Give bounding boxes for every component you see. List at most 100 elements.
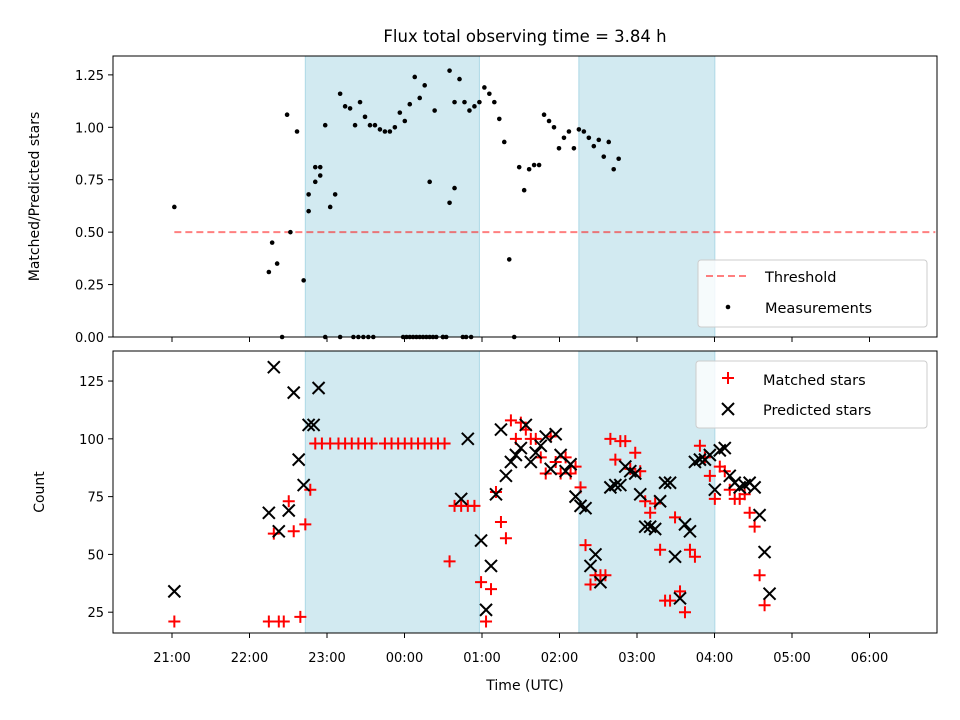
measurement-point bbox=[362, 114, 368, 120]
predicted-star-marker bbox=[558, 464, 573, 478]
matched-star-marker bbox=[688, 550, 701, 563]
measurement-points bbox=[172, 68, 621, 340]
x-tick-label: 03:00 bbox=[618, 651, 655, 666]
measurement-point bbox=[332, 192, 338, 197]
predicted-star-marker bbox=[454, 492, 468, 506]
top-panel: 0.00 0.25 0.50 0.75 1.00 1.25 Matched/Predict… bbox=[27, 55, 938, 346]
measurement-point bbox=[367, 122, 373, 128]
predicted-star-marker bbox=[673, 591, 687, 606]
top-y-ticks: 0.00 0.25 0.50 0.75 1.00 1.25 bbox=[75, 69, 113, 346]
predicted-star-marker bbox=[578, 501, 593, 515]
measurement-point bbox=[452, 185, 457, 191]
y-tick-label: 0.75 bbox=[75, 174, 104, 189]
measurement-point bbox=[274, 261, 280, 266]
measurement-point bbox=[616, 156, 621, 162]
predicted-star-marker bbox=[703, 448, 717, 462]
measurement-point bbox=[392, 124, 398, 130]
x-tick-label: 22:00 bbox=[231, 651, 268, 666]
measurement-point bbox=[312, 164, 318, 170]
measurement-point bbox=[492, 99, 497, 105]
measurement-point bbox=[284, 112, 290, 118]
y-tick-label: 100 bbox=[79, 433, 104, 448]
measurement-point bbox=[432, 108, 437, 113]
matched-star-marker bbox=[504, 414, 517, 427]
measurement-point bbox=[477, 99, 482, 105]
measurement-point bbox=[606, 139, 612, 145]
matched-star-marker bbox=[708, 492, 721, 505]
measurement-point bbox=[561, 135, 567, 141]
y-tick-label: 1.25 bbox=[75, 69, 104, 84]
matched-star-markers bbox=[168, 414, 771, 628]
matched-star-marker bbox=[480, 615, 493, 628]
measurement-point bbox=[294, 129, 300, 134]
measurement-point bbox=[467, 108, 472, 113]
predicted-star-marker bbox=[608, 478, 623, 492]
y-tick-label: 50 bbox=[87, 548, 104, 563]
matched-star-marker bbox=[609, 453, 622, 466]
measurement-point bbox=[571, 145, 577, 151]
measurement-point bbox=[566, 129, 572, 134]
bottom-y-ticks: 25 50 75 100 125 bbox=[79, 375, 113, 621]
matched-star-marker bbox=[669, 511, 682, 524]
matched-star-marker bbox=[644, 506, 657, 519]
measurement-point bbox=[596, 137, 602, 143]
measurement-point bbox=[551, 124, 557, 130]
highlight-region bbox=[304, 55, 480, 338]
measurement-point bbox=[581, 129, 587, 134]
measurement-point bbox=[472, 104, 477, 109]
predicted-star-marker bbox=[693, 452, 707, 467]
predicted-star-marker bbox=[509, 448, 523, 462]
y-tick-label: 0.00 bbox=[75, 331, 104, 346]
measurement-point bbox=[462, 99, 467, 105]
predicted-star-marker bbox=[752, 508, 767, 522]
matched-star-marker bbox=[753, 569, 766, 582]
measurement-point bbox=[586, 135, 592, 141]
legend-predicted-label: Predicted stars bbox=[763, 403, 871, 419]
matched-star-marker bbox=[738, 488, 751, 501]
measurement-point bbox=[387, 129, 393, 134]
matched-star-marker bbox=[475, 576, 488, 589]
predicted-star-marker bbox=[543, 462, 558, 476]
matched-star-marker bbox=[485, 583, 498, 596]
measurement-point bbox=[347, 106, 353, 111]
measurement-point bbox=[266, 269, 272, 275]
top-legend: Threshold Measurements bbox=[697, 259, 928, 328]
predicted-star-marker bbox=[628, 466, 642, 481]
predicted-star-marker bbox=[282, 503, 296, 518]
measurement-point bbox=[412, 74, 418, 80]
y-tick-label: 0.50 bbox=[75, 226, 104, 241]
matched-star-marker bbox=[723, 483, 736, 496]
matched-star-marker bbox=[304, 483, 317, 496]
figure-title: Flux total observing time = 3.84 h bbox=[383, 27, 666, 46]
predicted-star-marker bbox=[461, 432, 475, 446]
predicted-star-markers bbox=[167, 360, 777, 617]
measurement-point bbox=[611, 166, 617, 172]
matched-star-marker bbox=[604, 432, 617, 445]
x-tick-label: 04:00 bbox=[696, 651, 733, 666]
measurement-point bbox=[591, 143, 597, 149]
predicted-star-marker bbox=[718, 441, 732, 455]
measurement-point bbox=[501, 139, 507, 145]
measurement-point bbox=[382, 129, 388, 134]
predicted-star-marker bbox=[301, 418, 316, 432]
legend-measurements-label: Measurements bbox=[765, 301, 872, 317]
matched-star-marker bbox=[683, 543, 696, 556]
measurement-point bbox=[452, 99, 457, 105]
measurement-point bbox=[317, 164, 323, 170]
measurement-point bbox=[352, 122, 358, 128]
measurement-point bbox=[516, 164, 522, 170]
measurement-point bbox=[422, 83, 427, 88]
measurement-point bbox=[288, 229, 293, 235]
matched-star-marker bbox=[654, 543, 667, 556]
predicted-star-marker bbox=[262, 506, 276, 520]
measurement-point bbox=[447, 200, 452, 206]
matched-star-marker bbox=[748, 520, 761, 533]
predicted-star-marker bbox=[494, 422, 508, 437]
predicted-star-marker bbox=[267, 360, 281, 374]
matched-star-marker bbox=[678, 606, 691, 619]
matched-star-marker bbox=[299, 518, 312, 531]
measurement-point bbox=[402, 118, 408, 124]
matched-star-marker bbox=[529, 432, 542, 445]
predicted-star-marker bbox=[287, 385, 301, 400]
measurement-point bbox=[482, 85, 487, 90]
